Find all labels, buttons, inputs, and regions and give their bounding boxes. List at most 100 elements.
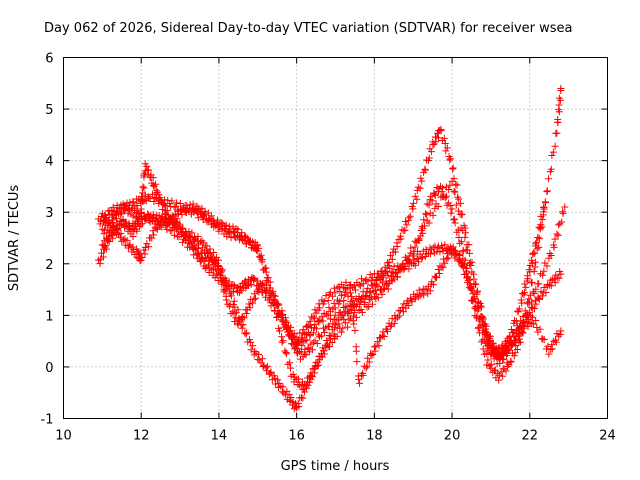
data-point [461,261,469,269]
data-point [456,239,464,247]
data-point [449,243,457,251]
data-point [98,210,106,218]
data-point [406,212,414,220]
data-point [352,347,360,355]
data-point [322,310,330,318]
data-point [281,314,289,322]
data-point [330,330,338,338]
data-point [374,294,382,302]
data-point [388,277,396,285]
data-point [416,184,424,192]
data-point [271,292,279,300]
data-point [311,314,319,322]
data-point [178,229,186,237]
data-point [229,308,237,316]
data-point [299,337,307,345]
data-point [464,273,472,281]
data-point [395,312,403,320]
data-point [540,284,548,292]
data-point [415,258,423,266]
data-point [457,199,465,207]
data-point [425,219,433,227]
data-point [526,319,534,327]
data-point [407,296,415,304]
data-point [96,260,104,268]
data-point [326,335,334,343]
data-point [391,248,399,256]
data-point [145,166,153,174]
data-point [237,321,245,329]
data-point [511,336,519,344]
data-point [178,211,186,219]
data-point [347,281,355,289]
data-point [524,323,532,331]
data-point [437,127,445,135]
data-point [527,256,535,264]
data-point [449,164,457,172]
data-point [469,290,477,298]
data-point [120,236,128,244]
data-point [452,180,460,188]
data-point [389,273,397,281]
data-point [346,281,354,289]
data-point [441,259,449,267]
data-point [380,269,388,277]
data-point [540,204,548,212]
data-point [343,309,351,317]
data-point [108,207,116,215]
data-point [294,349,302,357]
data-point [459,255,467,263]
data-point [209,253,217,261]
data-point [413,195,421,203]
data-point [510,352,518,360]
data-point [129,224,137,232]
data-point [384,285,392,293]
data-point [533,238,541,246]
data-point [415,237,423,245]
data-point [492,353,500,361]
data-point [314,361,322,369]
data-point [411,261,419,269]
data-point [532,285,540,293]
data-point [346,302,354,310]
data-point [451,215,459,223]
data-point [317,352,325,360]
data-point [189,237,197,245]
data-point [226,300,234,308]
data-point [129,232,137,240]
data-point [382,268,390,276]
data-point [535,294,543,302]
data-point [113,207,121,215]
data-point [458,238,466,246]
data-layer [94,84,569,413]
data-point [434,203,442,211]
data-point [173,199,181,207]
data-point [278,333,286,341]
data-point [328,338,336,346]
data-point [545,281,553,289]
x-tick-label: 12 [133,429,150,444]
data-point [240,314,248,322]
data-point [323,336,331,344]
data-point [555,221,563,229]
data-point [527,291,535,299]
data-point [517,296,525,304]
data-point [545,175,553,183]
data-point [483,361,491,369]
data-point [528,278,536,286]
data-point [556,331,564,339]
data-point [278,307,286,315]
data-point [455,207,463,215]
data-point [344,323,352,331]
data-point [138,192,146,200]
data-point [539,211,547,219]
data-point [312,325,320,333]
data-point [250,274,258,282]
data-point [539,292,547,300]
data-point [544,281,552,289]
data-point [281,347,289,355]
data-point [306,330,314,338]
y-tick-label: 4 [45,155,53,170]
data-point [307,321,315,329]
